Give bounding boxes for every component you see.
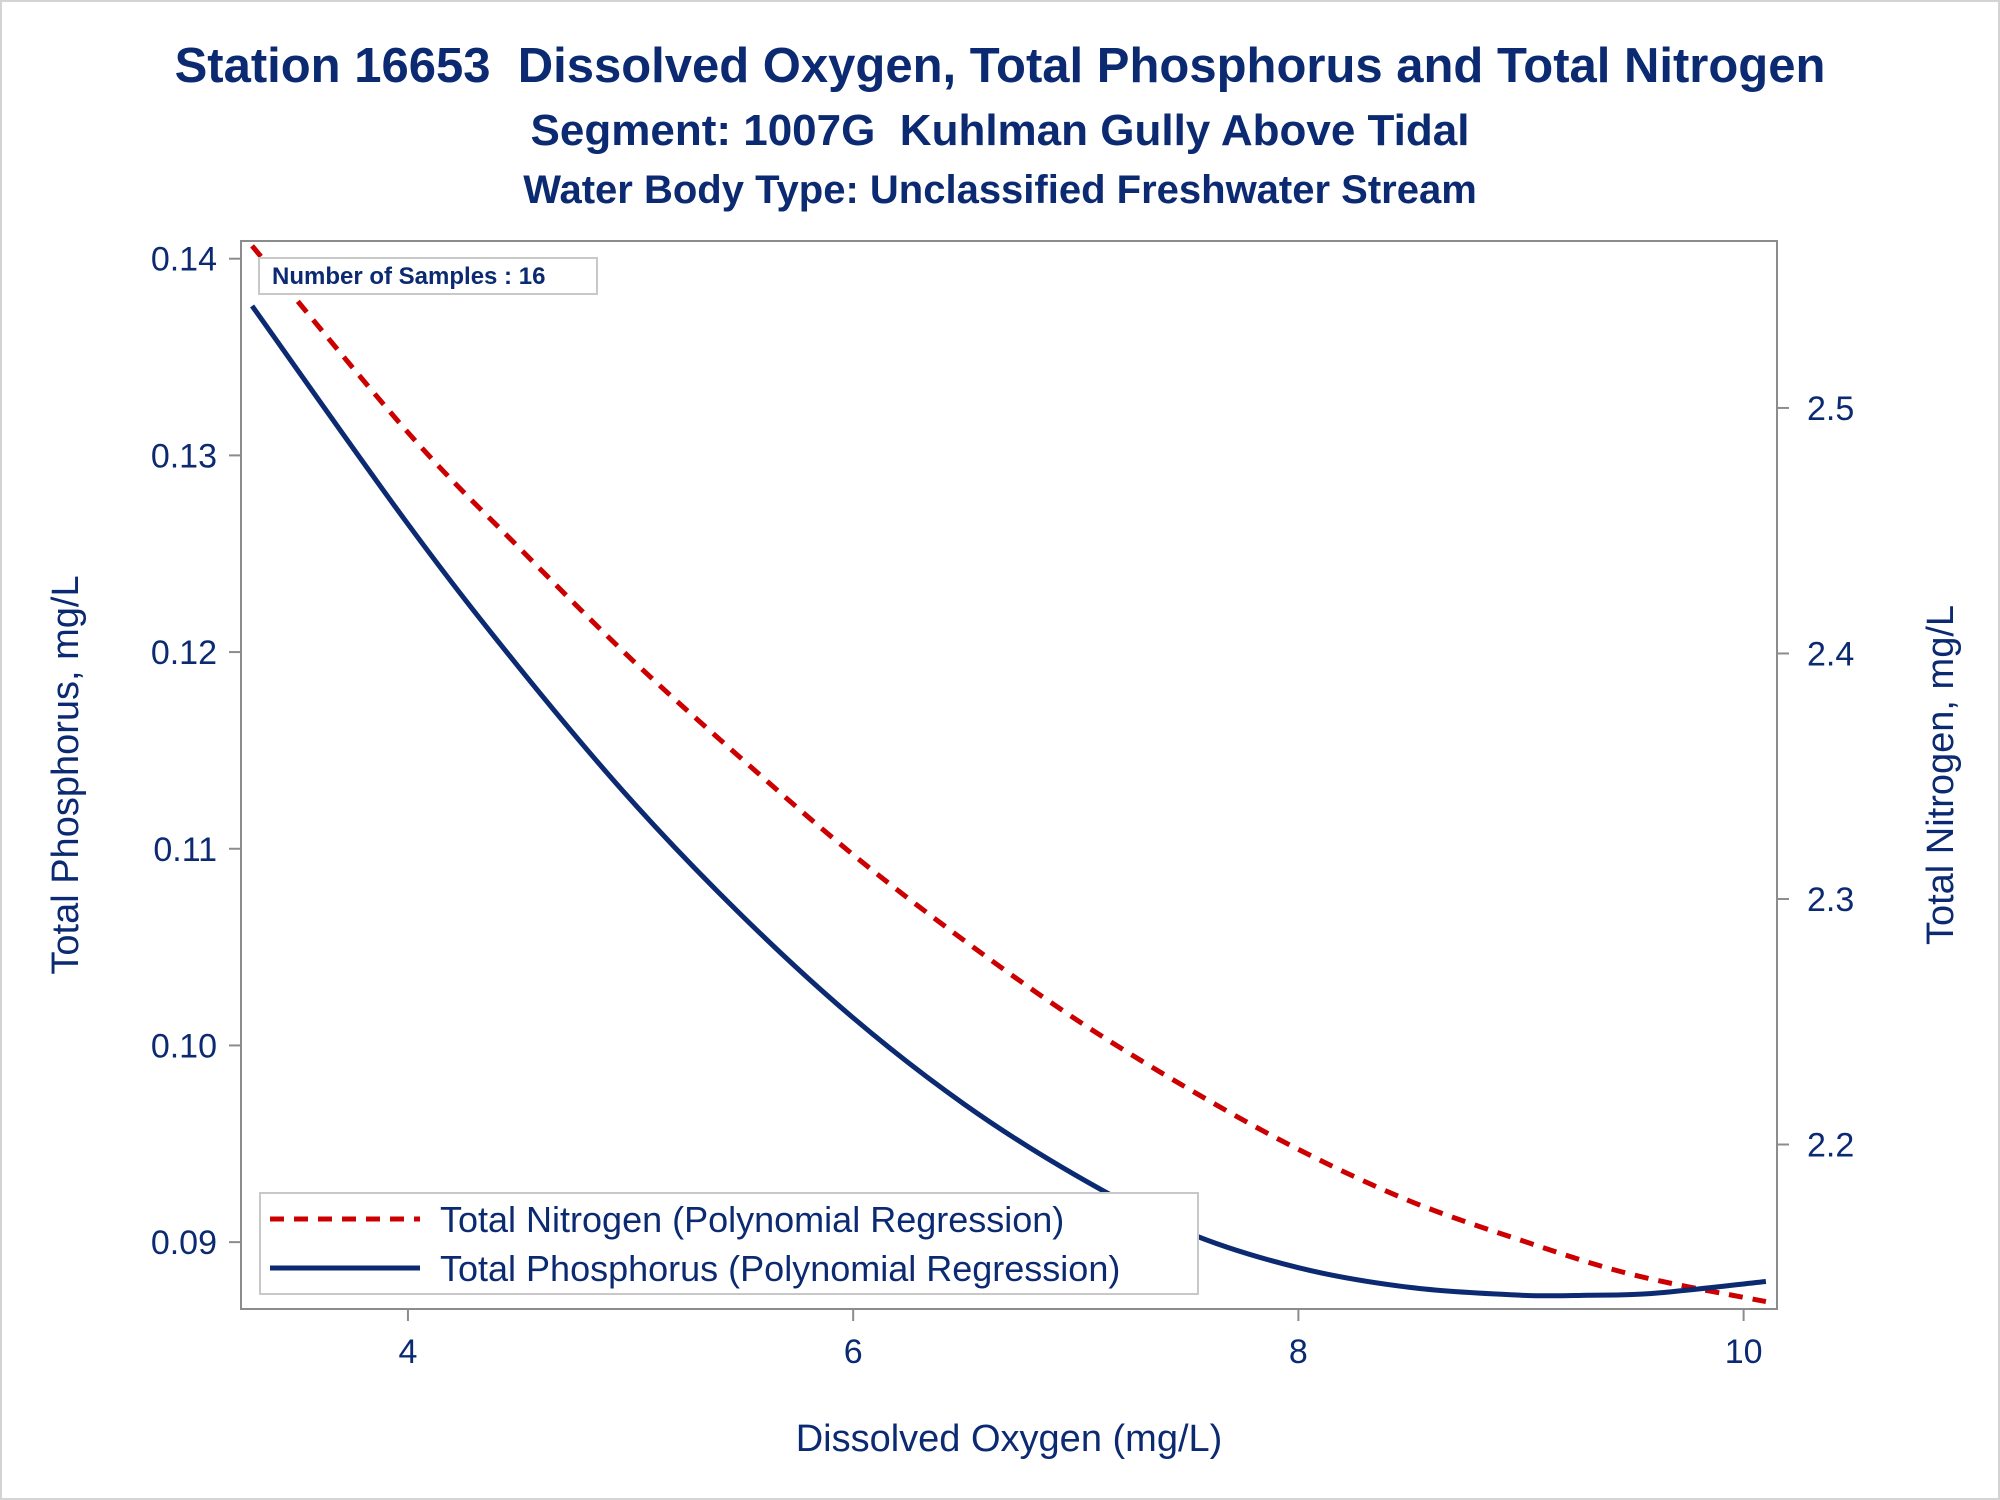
y-tick-label: 0.09 <box>151 1224 217 1262</box>
plot-area-border <box>240 240 1778 1310</box>
legend: Total Nitrogen (Polynomial Regression) T… <box>259 1192 1199 1295</box>
y-tick-label: 0.11 <box>153 831 217 869</box>
chart-subtitle-waterbody: Water Body Type: Unclassified Freshwater… <box>523 168 1477 212</box>
series-line-total-phosphorus <box>250 304 1767 1299</box>
y2-tick-label: 2.4 <box>1807 635 1854 673</box>
y-tick-label: 0.10 <box>151 1027 217 1065</box>
x-tick-label: 6 <box>844 1333 863 1371</box>
chart-title: Station 16653 Dissolved Oxygen, Total Ph… <box>174 39 1826 93</box>
x-tick-label: 10 <box>1725 1333 1763 1371</box>
legend-box <box>259 1192 1199 1295</box>
y2-tick-label: 2.5 <box>1807 390 1854 428</box>
y2-tick-label: 2.2 <box>1807 1127 1854 1165</box>
sample-count-label: Number of Samples : 16 <box>272 263 545 290</box>
legend-label-phosphorus: Total Phosphorus (Polynomial Regression) <box>440 1248 1120 1289</box>
x-tick-label: 8 <box>1289 1333 1308 1371</box>
series-line-total-nitrogen <box>250 244 1767 1305</box>
y-tick-label: 0.13 <box>151 437 217 475</box>
y-tick-label: 0.12 <box>151 634 217 672</box>
y2-axis-label: Total Nitrogen, mg/L <box>1920 605 1962 945</box>
y-tick-label: 0.14 <box>151 241 217 279</box>
y2-tick-label: 2.3 <box>1807 881 1854 919</box>
sample-count-box: Number of Samples : 16 <box>258 257 598 295</box>
chart-subtitle-segment: Segment: 1007G Kuhlman Gully Above Tidal <box>530 106 1470 155</box>
legend-label-nitrogen: Total Nitrogen (Polynomial Regression) <box>440 1199 1064 1240</box>
x-tick-label: 4 <box>398 1333 417 1371</box>
x-axis-label: Dissolved Oxygen (mg/L) <box>796 1418 1223 1460</box>
y-axis-label: Total Phosphorus, mg/L <box>45 575 87 974</box>
